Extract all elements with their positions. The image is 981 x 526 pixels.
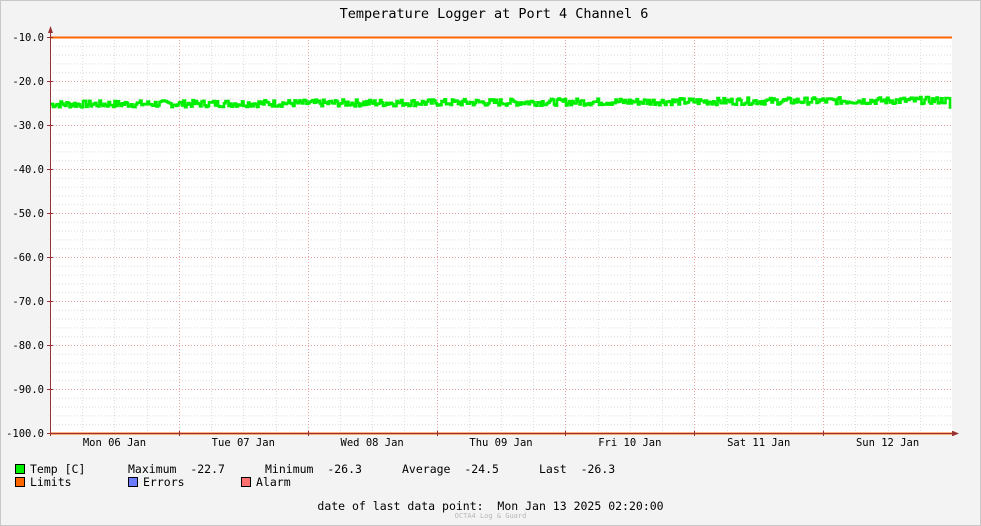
x-tick-label: Fri 10 Jan bbox=[598, 437, 661, 449]
x-axis-arrow bbox=[953, 431, 959, 436]
chart-title: Temperature Logger at Port 4 Channel 6 bbox=[340, 6, 649, 22]
last-value: -26.3 bbox=[580, 462, 616, 476]
y-tick-label: -90.0 bbox=[12, 384, 44, 396]
x-tick-label: Tue 07 Jan bbox=[212, 437, 275, 449]
legend-temp: Temp [C] bbox=[15, 462, 128, 476]
legend-errors-label: Errors bbox=[143, 475, 185, 489]
x-axis-ticks: Mon 06 Jan Tue 07 Jan Wed 08 Jan Thu 09 Jan… bbox=[50, 431, 953, 449]
maximum-label: Maximum bbox=[128, 462, 177, 476]
legend-row-status: Limits Errors Alarm bbox=[15, 475, 291, 489]
y-tick-label: -20.0 bbox=[12, 76, 44, 88]
y-axis-ticks: -10.0 -20.0 -30.0 -40.0 -50.0 -60.0 -70.0 -80.0… bbox=[6, 32, 53, 440]
average-label: Average bbox=[402, 462, 451, 476]
average-value: -24.5 bbox=[464, 462, 499, 476]
y-tick-label: -10.0 bbox=[12, 32, 44, 44]
legend-minimum: Minimum -26.3 bbox=[265, 462, 402, 476]
legend-limits-label: Limits bbox=[30, 475, 72, 489]
y-tick-label: -100.0 bbox=[6, 428, 44, 440]
watermark: OCTA4 Log & Guard bbox=[454, 512, 527, 520]
legend-alarm-label: Alarm bbox=[256, 475, 291, 489]
last-data-point-label: date of last data point: bbox=[317, 499, 484, 513]
y-tick-label: -50.0 bbox=[12, 208, 44, 220]
legend-maximum: Maximum -22.7 bbox=[128, 462, 265, 476]
x-tick-label: Sat 11 Jan bbox=[727, 437, 790, 449]
legend-errors-swatch bbox=[128, 477, 138, 487]
x-tick-label: Sun 12 Jan bbox=[856, 437, 919, 449]
legend-row-temp: Temp [C] Maximum -22.7 Minimum -26.3 Ave… bbox=[15, 462, 615, 476]
y-tick-label: -40.0 bbox=[12, 164, 44, 176]
y-tick-label: -70.0 bbox=[12, 296, 44, 308]
temp-series-line bbox=[50, 95, 952, 109]
minimum-value: -26.3 bbox=[327, 462, 362, 476]
last-data-point: date of last data point: Mon Jan 13 2025… bbox=[0, 499, 981, 513]
temp-series bbox=[50, 95, 952, 109]
minimum-label: Minimum bbox=[265, 462, 314, 476]
y-tick-label: -30.0 bbox=[12, 120, 44, 132]
legend-temp-swatch bbox=[15, 464, 25, 474]
x-tick-label: Wed 08 Jan bbox=[341, 437, 404, 449]
maximum-value: -22.7 bbox=[190, 462, 225, 476]
y-tick-label: -80.0 bbox=[12, 340, 44, 352]
last-label: Last bbox=[539, 462, 567, 476]
legend-limits: Limits bbox=[15, 475, 128, 489]
legend-alarm: Alarm bbox=[241, 475, 291, 489]
legend-temp-label: Temp [C] bbox=[30, 462, 86, 476]
legend-average: Average -24.5 bbox=[402, 462, 539, 476]
y-axis-arrow bbox=[48, 26, 53, 33]
axes bbox=[48, 26, 959, 436]
legend-alarm-swatch bbox=[241, 477, 251, 487]
legend-last: Last -26.3 bbox=[539, 462, 615, 476]
x-tick-label: Mon 06 Jan bbox=[83, 437, 146, 449]
x-tick-label: Thu 09 Jan bbox=[469, 437, 532, 449]
y-tick-label: -60.0 bbox=[12, 252, 44, 264]
legend-errors: Errors bbox=[128, 475, 241, 489]
legend-limits-swatch bbox=[15, 477, 25, 487]
last-data-point-value: Mon Jan 13 2025 02:20:00 bbox=[497, 499, 664, 513]
